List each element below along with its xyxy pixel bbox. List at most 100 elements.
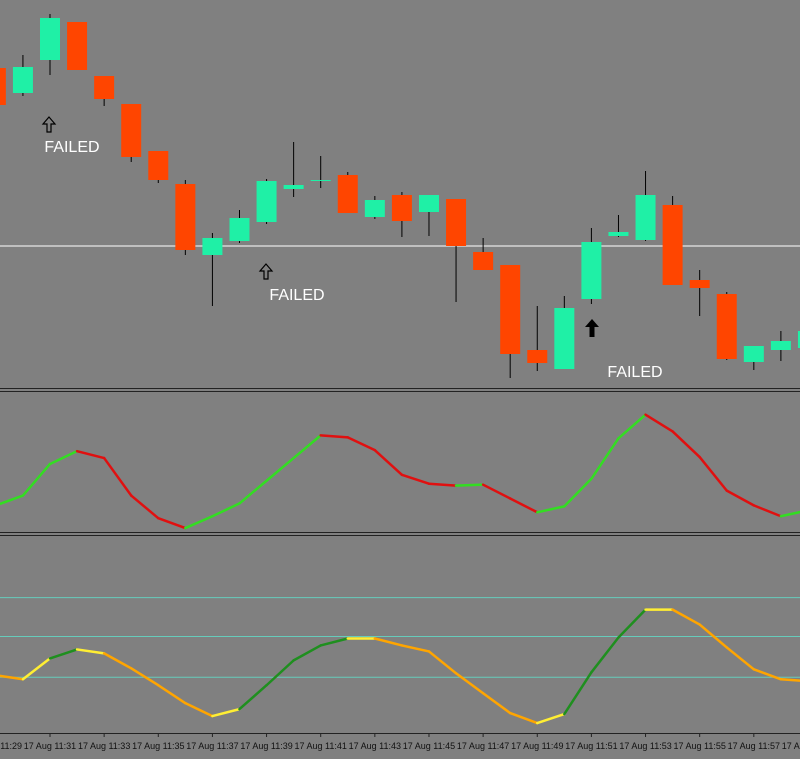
x-tick-label: 17 Aug 11:45 (403, 741, 455, 751)
indicator-segment (481, 483, 512, 500)
indicator-segment (292, 434, 322, 460)
indicator-segment (536, 505, 566, 514)
x-tick-label: 17 Aug 11:57 (728, 741, 780, 751)
candle-body (500, 265, 521, 354)
indicator-segment (725, 646, 756, 671)
x-tick-label: 17 Aug 11:31 (24, 741, 76, 751)
indicator-segment (752, 504, 783, 518)
indicator-segment (373, 637, 404, 647)
indicator-segment (0, 674, 25, 681)
indicator-segment (157, 516, 187, 530)
indicator-segment (400, 644, 431, 653)
indicator-segment (129, 494, 160, 520)
indicator-segment (454, 483, 485, 487)
annotation: FAILED (607, 364, 662, 381)
candle-body (175, 184, 196, 250)
indicator-segment (157, 683, 187, 705)
indicator-segment (238, 479, 268, 505)
indicator-segment (211, 707, 241, 718)
candle-body (635, 195, 656, 240)
indicator-segment (48, 449, 79, 466)
indicator-segment (563, 671, 593, 716)
indicator-segment (481, 691, 512, 715)
x-tick-label: 17 Aug 11:49 (511, 741, 563, 751)
candle-body (12, 67, 33, 93)
x-tick-label: 17 Aug 11:47 (457, 741, 509, 751)
indicator-segment (75, 449, 106, 460)
indicator-segment (617, 413, 647, 440)
indicator-segment (779, 510, 800, 518)
x-tick-label: 17 Aug 11:43 (349, 741, 401, 751)
indicator-segment (427, 650, 458, 675)
indicator-segment (617, 608, 647, 639)
candle-body (337, 175, 358, 213)
annotation: FAILED (44, 139, 99, 156)
annotation: FAILED (269, 287, 324, 304)
indicator-segment (184, 514, 214, 530)
indicator-segment (75, 648, 106, 655)
indicator-segment (292, 644, 322, 662)
candle-body (797, 331, 800, 348)
indicator-segment (752, 668, 783, 681)
candle-body (554, 308, 575, 369)
x-tick-label: 17 Aug 11:53 (619, 741, 671, 751)
candle-body (689, 280, 710, 288)
candle-body (770, 341, 791, 350)
indicator-segment (671, 430, 701, 459)
candle-body (283, 185, 304, 189)
x-tick-label: 17 Aug 11:35 (132, 741, 184, 751)
x-tick-label: 17 Aug 11:33 (78, 741, 130, 751)
candle-body (256, 181, 277, 222)
candle-body (581, 242, 602, 299)
indicator-segment (400, 473, 431, 485)
indicator-segment (129, 667, 160, 687)
candle-body (202, 238, 223, 255)
candle-body (364, 200, 385, 217)
candle-body (743, 346, 764, 362)
indicator-segment (0, 494, 25, 506)
candle-body (148, 151, 169, 180)
indicator-segment (102, 652, 133, 670)
candle-body (446, 199, 467, 246)
arrow-hollow (258, 263, 274, 280)
indicator-segment (590, 437, 620, 481)
arrow-hollow (41, 116, 57, 133)
candle-body (608, 232, 629, 236)
indicator-segment (644, 413, 674, 433)
indicator-segment (265, 456, 295, 482)
arrow-filled (585, 319, 599, 337)
indicator-segment (508, 711, 539, 725)
indicator-segment (238, 683, 268, 711)
indicator-segment (563, 477, 593, 508)
x-tick-label: 17 Aug 11:39 (240, 741, 292, 751)
candle-body (716, 294, 737, 359)
indicator-segment (508, 497, 539, 514)
indicator-segment (671, 608, 701, 626)
indicator-segment (536, 712, 566, 725)
indicator-segment (265, 659, 295, 687)
candle-body (229, 218, 250, 241)
x-tick-label: 17 Aug 11:59 (782, 741, 800, 751)
indicator-segment (373, 448, 404, 477)
candle-body (527, 350, 548, 363)
x-tick-label: 17 Aug 11:37 (186, 741, 238, 751)
indicator-segment (21, 462, 52, 497)
candle-body (40, 18, 60, 60)
indicator-segment (779, 678, 800, 682)
candle-body (94, 76, 115, 99)
indicator-segment (590, 636, 620, 674)
candle-body (662, 205, 683, 285)
indicator-segment (698, 623, 728, 649)
x-tick-label: 17 Aug 11:55 (673, 741, 725, 751)
candle-body (418, 195, 439, 212)
x-tick-label: 17 Aug 11:51 (565, 741, 617, 751)
candle-body (121, 104, 142, 157)
candle-body (473, 252, 494, 270)
candle-body (0, 68, 6, 105)
indicator-segment (346, 436, 377, 452)
x-tick-label: 17 Aug 11:41 (295, 741, 347, 751)
indicator-segment (319, 637, 350, 647)
candle-body (310, 180, 331, 181)
